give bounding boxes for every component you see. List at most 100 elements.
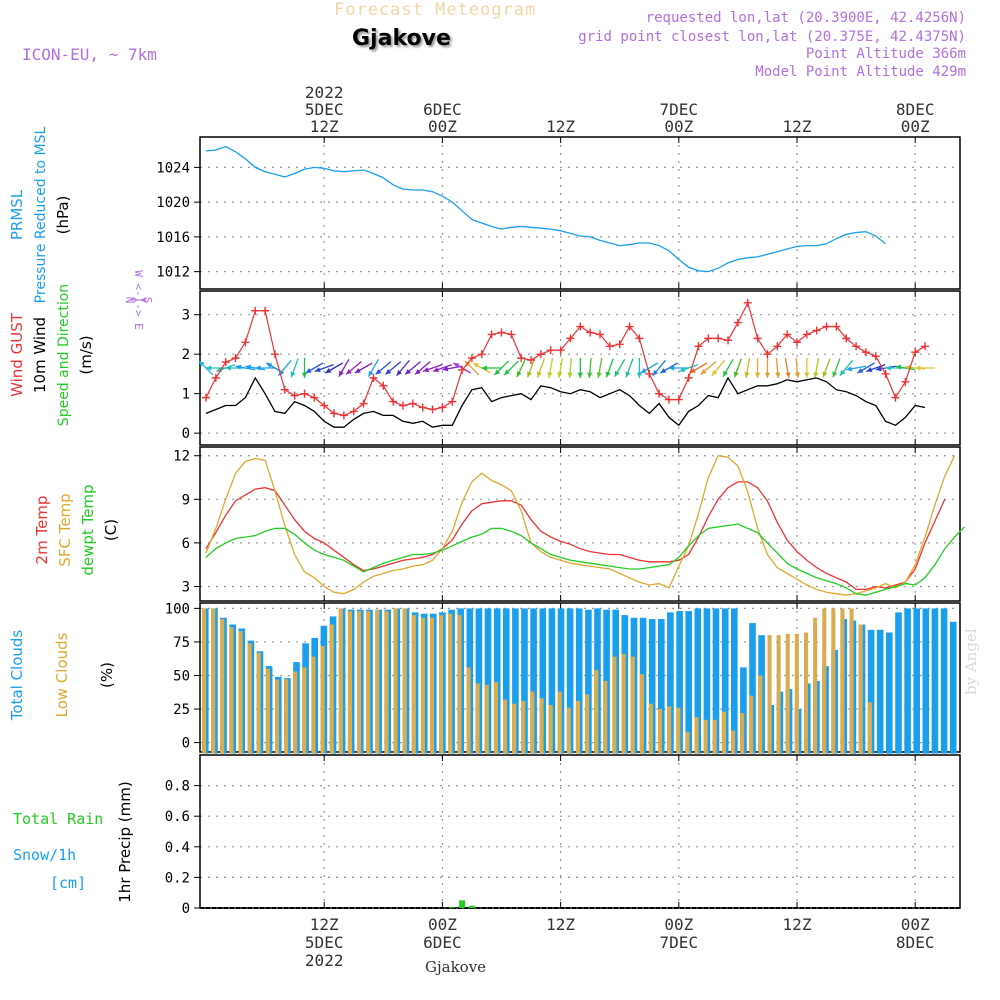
gust-marker	[576, 322, 585, 331]
panel-label: (C)	[102, 519, 120, 541]
point-altitude: Point Altitude 366m	[805, 46, 966, 62]
total-cloud-bar	[503, 608, 510, 754]
gust-marker	[596, 330, 604, 339]
low-cloud-bar	[804, 632, 809, 754]
y-tick-label: 12	[173, 449, 190, 465]
gust-marker	[517, 354, 526, 363]
wind-arrow-head	[516, 371, 522, 378]
temperature-panel: 3 6 9 12	[173, 446, 961, 602]
gust-marker	[664, 395, 673, 404]
gust-marker	[202, 393, 210, 402]
low-cloud-bar	[302, 667, 307, 754]
wind-arrows	[198, 357, 936, 379]
wind-arrow-head	[794, 372, 801, 378]
y-tick-label: 1016	[156, 230, 190, 246]
wind-arrow-head	[764, 372, 771, 378]
low-cloud-bar	[776, 635, 781, 754]
low-cloud-bar	[685, 731, 690, 754]
dewpoint-line	[205, 523, 965, 596]
pressure-labels: PRMSL Pressure Reduced to MSL (hPa)	[8, 126, 72, 303]
low-cloud-bar	[767, 635, 772, 754]
time-label-bottom: 2022	[305, 951, 344, 970]
total-cloud-bar	[575, 608, 583, 754]
wind-arrow-head	[723, 370, 729, 377]
low-cloud-bar	[275, 679, 280, 754]
low-cloud-bar	[530, 691, 535, 754]
wind-arrow-head	[866, 367, 873, 373]
wind-arrow-head	[527, 371, 532, 378]
wind-arrow-head	[433, 367, 439, 373]
low-cloud-bar	[740, 713, 745, 754]
gust-marker	[330, 409, 339, 418]
low-cloud-bar	[347, 611, 352, 754]
total-cloud-bar	[904, 608, 911, 754]
total-cloud-bar	[867, 629, 875, 754]
wind-arrow-head	[494, 369, 501, 376]
gust-marker	[418, 403, 427, 412]
wind-arrow-head	[679, 367, 686, 373]
low-cloud-bar	[822, 608, 827, 754]
low-cloud-bar	[448, 613, 453, 754]
watermark: by Angel	[962, 628, 980, 695]
total-cloud-bar	[876, 629, 884, 754]
low-cloud-bar	[503, 699, 508, 754]
gust-marker	[310, 393, 319, 402]
low-cloud-bars	[202, 608, 872, 754]
total-cloud-bar	[922, 608, 930, 754]
total-cloud-bar	[895, 612, 902, 754]
gust-marker	[251, 306, 260, 315]
pressure-line	[205, 145, 887, 273]
wind-arrow-head	[640, 368, 647, 373]
wind-arrow-head	[305, 368, 312, 373]
gust-marker	[704, 334, 713, 343]
time-label-top: 7DEC	[660, 100, 699, 119]
low-cloud-bar	[466, 667, 471, 754]
gust-marker	[507, 330, 516, 339]
gust-marker	[438, 403, 447, 412]
gust-marker	[359, 399, 368, 408]
wind-arrow-head	[875, 366, 882, 372]
compass-text: ^	[126, 297, 139, 304]
low-cloud-bar	[794, 633, 799, 754]
wind-arrow-head	[700, 368, 707, 375]
gust-marker	[911, 348, 920, 357]
wind-arrow-head	[245, 364, 252, 370]
time-label-top: 12Z	[783, 117, 812, 136]
time-label-top: 12Z	[310, 117, 339, 136]
low-cloud-bar	[457, 615, 462, 754]
wind-arrow-head	[415, 368, 421, 375]
pressure-frame	[199, 136, 961, 290]
total-cloud-bar	[703, 608, 711, 754]
y-tick-label: 6	[182, 536, 190, 552]
low-cloud-bar	[311, 656, 316, 754]
wind-arrow-head	[442, 366, 449, 372]
y-tick-label: 3	[182, 308, 190, 324]
panel-label: (hPa)	[54, 196, 72, 235]
wind-arrow-head	[605, 371, 611, 378]
low-cloud-bar	[594, 670, 599, 754]
gust-marker	[339, 411, 348, 420]
total-cloud-bar	[658, 619, 665, 754]
wind-arrow-head	[636, 372, 643, 378]
wind-arrow-head	[885, 365, 891, 371]
temperature-frame	[199, 446, 961, 602]
gust-marker	[546, 346, 555, 355]
gust-marker	[783, 330, 792, 339]
total-cloud-bar	[539, 608, 547, 754]
wind-arrow-head	[547, 372, 553, 378]
low-cloud-bar	[375, 609, 380, 754]
grid-point-coords: grid point closest lon,lat (20.375E, 42.…	[578, 29, 966, 45]
wind-arrow-head	[660, 368, 667, 373]
time-label-top: 00Z	[901, 117, 930, 136]
y-tick-label: 9	[182, 492, 190, 508]
gust-marker	[871, 352, 880, 361]
y-tick-label: 2	[182, 347, 190, 363]
compass-text: v	[138, 297, 151, 304]
gust-marker	[399, 401, 407, 410]
rain-bar	[468, 905, 475, 908]
gust-marker	[724, 336, 733, 345]
gust-marker	[448, 397, 457, 406]
gust-marker	[822, 322, 831, 331]
legend-total-rain: Total Rain	[13, 810, 103, 828]
total-cloud-bar	[512, 608, 519, 754]
